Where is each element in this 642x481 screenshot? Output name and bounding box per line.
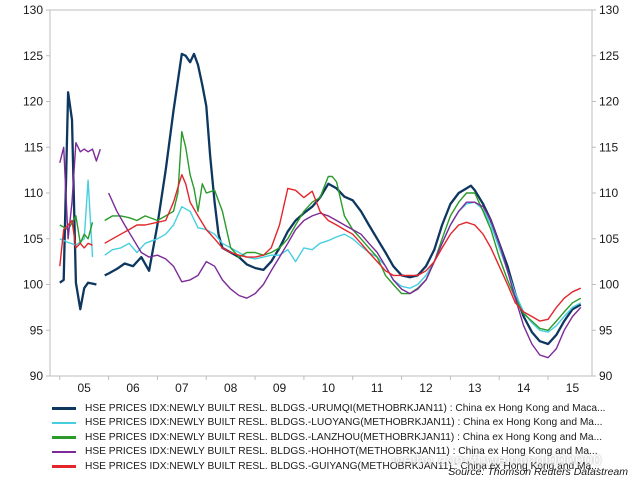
legend-label: HSE PRICES IDX:NEWLY BUILT RESL. BLDGS.-… xyxy=(85,402,606,414)
right-y-axis: 90 95 100 105 110 115 120 125 130 xyxy=(592,3,619,383)
series-line-2 xyxy=(104,131,582,331)
x-tick-label: 05 xyxy=(78,381,92,395)
x-tick-label: 10 xyxy=(322,381,336,395)
y-tick-label-left: 100 xyxy=(23,278,43,292)
y-tick-label-left: 110 xyxy=(24,186,43,200)
legend-label: HSE PRICES IDX:NEWLY BUILT RESL. BLDGS.-… xyxy=(85,417,603,429)
y-tick-label-right: 120 xyxy=(599,95,619,109)
y-tick-label-left: 125 xyxy=(23,49,43,63)
y-tick-label-right: 125 xyxy=(599,49,619,63)
y-tick-label-right: 130 xyxy=(599,3,619,17)
source-note: Source: Thomson Reuters Datastream xyxy=(448,466,628,478)
legend-entry: HSE PRICES IDX:NEWLY BUILT RESL. BLDGS.-… xyxy=(52,459,642,474)
x-tick-label: 13 xyxy=(468,381,482,395)
legend-label: HSE PRICES IDX:NEWLY BUILT RESL. BLDGS.-… xyxy=(85,460,600,472)
x-tick-label: 06 xyxy=(126,381,140,395)
x-tick-label: 15 xyxy=(566,381,580,395)
y-tick-label-left: 120 xyxy=(23,95,43,109)
y-tick-label-left: 115 xyxy=(24,140,43,154)
series-line-4 xyxy=(59,219,93,267)
legend-entry: HSE PRICES IDX:NEWLY BUILT RESL. BLDGS.-… xyxy=(52,445,642,460)
y-tick-label-left: 130 xyxy=(23,3,43,17)
x-axis: 05 06 07 08 09 10 11 12 13 14 15 xyxy=(59,376,580,395)
x-tick-label: 07 xyxy=(175,381,189,395)
x-tick-label: 08 xyxy=(224,381,238,395)
y-tick-label-right: 90 xyxy=(599,369,613,383)
legend-swatch xyxy=(52,450,76,453)
left-y-axis: 90 95 100 105 110 115 120 125 130 xyxy=(23,3,50,383)
legend-label: HSE PRICES IDX:NEWLY BUILT RESL. BLDGS.-… xyxy=(85,446,598,458)
y-tick-label-left: 95 xyxy=(30,323,44,337)
legend-swatch xyxy=(52,407,76,410)
y-tick-label-right: 105 xyxy=(599,232,619,246)
legend-entry: HSE PRICES IDX:NEWLY BUILT RESL. BLDGS.-… xyxy=(52,430,642,445)
series-lines xyxy=(59,52,582,359)
series-line-1 xyxy=(104,201,582,333)
legend-label: HSE PRICES IDX:NEWLY BUILT RESL. BLDGS.-… xyxy=(85,431,603,443)
legend: HSE PRICES IDX:NEWLY BUILT RESL. BLDGS.-… xyxy=(52,401,642,474)
legend-swatch xyxy=(52,436,76,439)
watermark-text: weibo.com/fuweimingl000000 xyxy=(392,452,602,469)
x-tick-label: 09 xyxy=(273,381,287,395)
legend-swatch xyxy=(52,421,76,424)
legend-swatch xyxy=(52,465,76,468)
y-tick-label-left: 105 xyxy=(23,232,43,246)
x-tick-label: 12 xyxy=(419,381,433,395)
x-tick-label: 11 xyxy=(371,381,384,395)
legend-entry: HSE PRICES IDX:NEWLY BUILT RESL. BLDGS.-… xyxy=(52,401,642,416)
series-line-4 xyxy=(104,174,582,322)
x-tick-label: 14 xyxy=(517,381,531,395)
y-tick-label-right: 95 xyxy=(599,323,613,337)
y-tick-label-right: 100 xyxy=(599,278,619,292)
plot-area xyxy=(49,9,593,377)
series-line-3 xyxy=(59,142,101,240)
legend-entry: HSE PRICES IDX:NEWLY BUILT RESL. BLDGS.-… xyxy=(52,416,642,431)
y-tick-label-right: 115 xyxy=(599,140,618,154)
series-line-3 xyxy=(107,192,582,359)
y-tick-label-left: 90 xyxy=(30,369,44,383)
y-tick-label-right: 110 xyxy=(599,186,618,200)
